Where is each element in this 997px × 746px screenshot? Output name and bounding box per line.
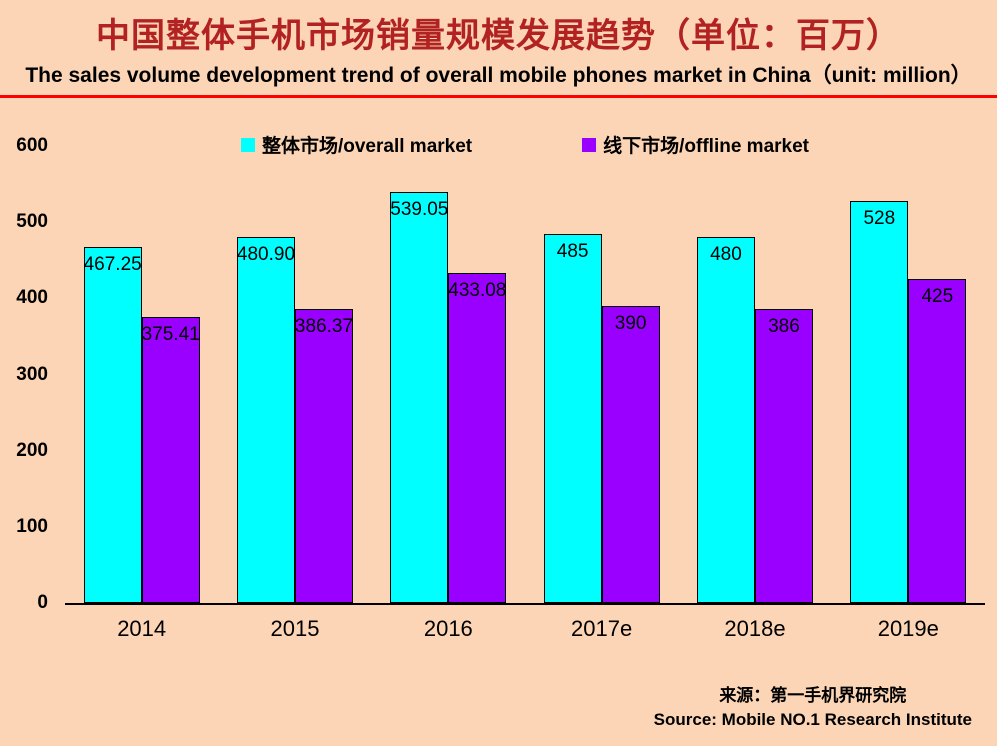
legend-item-overall-market: 整体市场/overall market xyxy=(240,131,473,158)
source-line-en: Source: Mobile NO.1 Research Institute xyxy=(653,710,972,729)
bar-overall-2015: 480.90 xyxy=(236,236,296,603)
y-axis: 0 100 200 300 400 500 600 xyxy=(0,135,58,613)
bar-offline-2017e: 390 xyxy=(601,305,660,603)
y-tick-label-400: 400 xyxy=(16,287,48,309)
legend-label: 线下市场/offline market xyxy=(603,136,809,157)
bar-value-label: 539.05 xyxy=(390,199,449,221)
page-subtitle: The sales volume development trend of ov… xyxy=(25,64,972,87)
y-tick-label-300: 300 xyxy=(16,363,48,385)
bar-group-2019e: 528 425 xyxy=(832,146,985,603)
chart-legend: 整体市场/overall market 线下市场/offline market xyxy=(65,131,985,158)
page-title: 中国整体手机市场销量规模发展趋势（单位：百万） xyxy=(96,17,901,55)
bar-group-2015: 480.90 386.37 xyxy=(218,146,371,603)
x-axis-label-2018e: 2018e xyxy=(724,616,786,641)
legend-swatch-icon xyxy=(240,137,255,152)
bar-overall-2018e: 480 xyxy=(696,237,755,603)
bar-value-label: 386.37 xyxy=(294,315,354,337)
legend-swatch-icon xyxy=(582,137,597,152)
x-axis-label-2014: 2014 xyxy=(117,616,167,641)
bar-value-label: 480.90 xyxy=(236,243,296,265)
bar-value-label: 425 xyxy=(921,286,954,308)
bar-value-label: 390 xyxy=(614,312,647,334)
bar-value-label: 480 xyxy=(710,244,742,266)
bar-group-2016: 539.05 433.08 xyxy=(372,146,525,603)
bar-value-label: 433.08 xyxy=(448,280,507,302)
y-tick-label-100: 100 xyxy=(16,515,48,537)
bar-overall-2014: 467.25 xyxy=(84,247,142,603)
y-tick-label-200: 200 xyxy=(16,439,48,461)
bar-offline-2019e: 425 xyxy=(908,279,967,603)
bar-group-2014: 467.25 375.41 xyxy=(65,146,218,603)
bar-value-label: 485 xyxy=(556,240,589,262)
x-axis: 2014 2015 2016 2017e 2018e 2019e xyxy=(65,616,985,642)
bar-value-label: 528 xyxy=(863,207,896,229)
source-line-cn: 来源：第一手机界研究院 xyxy=(719,686,907,705)
x-axis-label-2015: 2015 xyxy=(270,616,320,641)
x-axis-label-2017e: 2017e xyxy=(571,616,633,641)
bar-offline-2018e: 386 xyxy=(754,309,813,603)
bar-value-label: 467.25 xyxy=(83,254,142,276)
chart-header: 中国整体手机市场销量规模发展趋势（单位：百万） The sales volume… xyxy=(0,8,997,89)
legend-label: 整体市场/overall market xyxy=(261,136,473,157)
bar-overall-2016: 539.05 xyxy=(390,192,448,603)
x-axis-label-2016: 2016 xyxy=(423,616,473,641)
bar-value-label: 375.41 xyxy=(141,324,200,346)
source-block: 来源：第一手机界研究院 Source: Mobile NO.1 Research… xyxy=(654,684,972,732)
bar-overall-2017e: 485 xyxy=(543,233,602,603)
bar-offline-2016: 433.08 xyxy=(448,273,506,603)
bar-overall-2019e: 528 xyxy=(850,200,909,603)
legend-item-offline-market: 线下市场/offline market xyxy=(582,131,809,158)
bar-offline-2014: 375.41 xyxy=(142,317,200,603)
bar-group-2017e: 485 390 xyxy=(525,146,678,603)
x-axis-label-2019e: 2019e xyxy=(877,616,939,641)
bar-value-label: 386 xyxy=(768,316,800,337)
title-divider xyxy=(0,95,997,98)
y-tick-label-600: 600 xyxy=(16,135,48,156)
y-tick-label-0: 0 xyxy=(37,592,48,613)
plot-area: 467.25 375.41 480.90 386.37 539.05 433.08 485 3… xyxy=(65,146,985,605)
bar-offline-2015: 386.37 xyxy=(294,308,354,603)
y-tick-label-500: 500 xyxy=(16,211,48,233)
bar-group-2018e: 480 386 xyxy=(678,146,831,603)
